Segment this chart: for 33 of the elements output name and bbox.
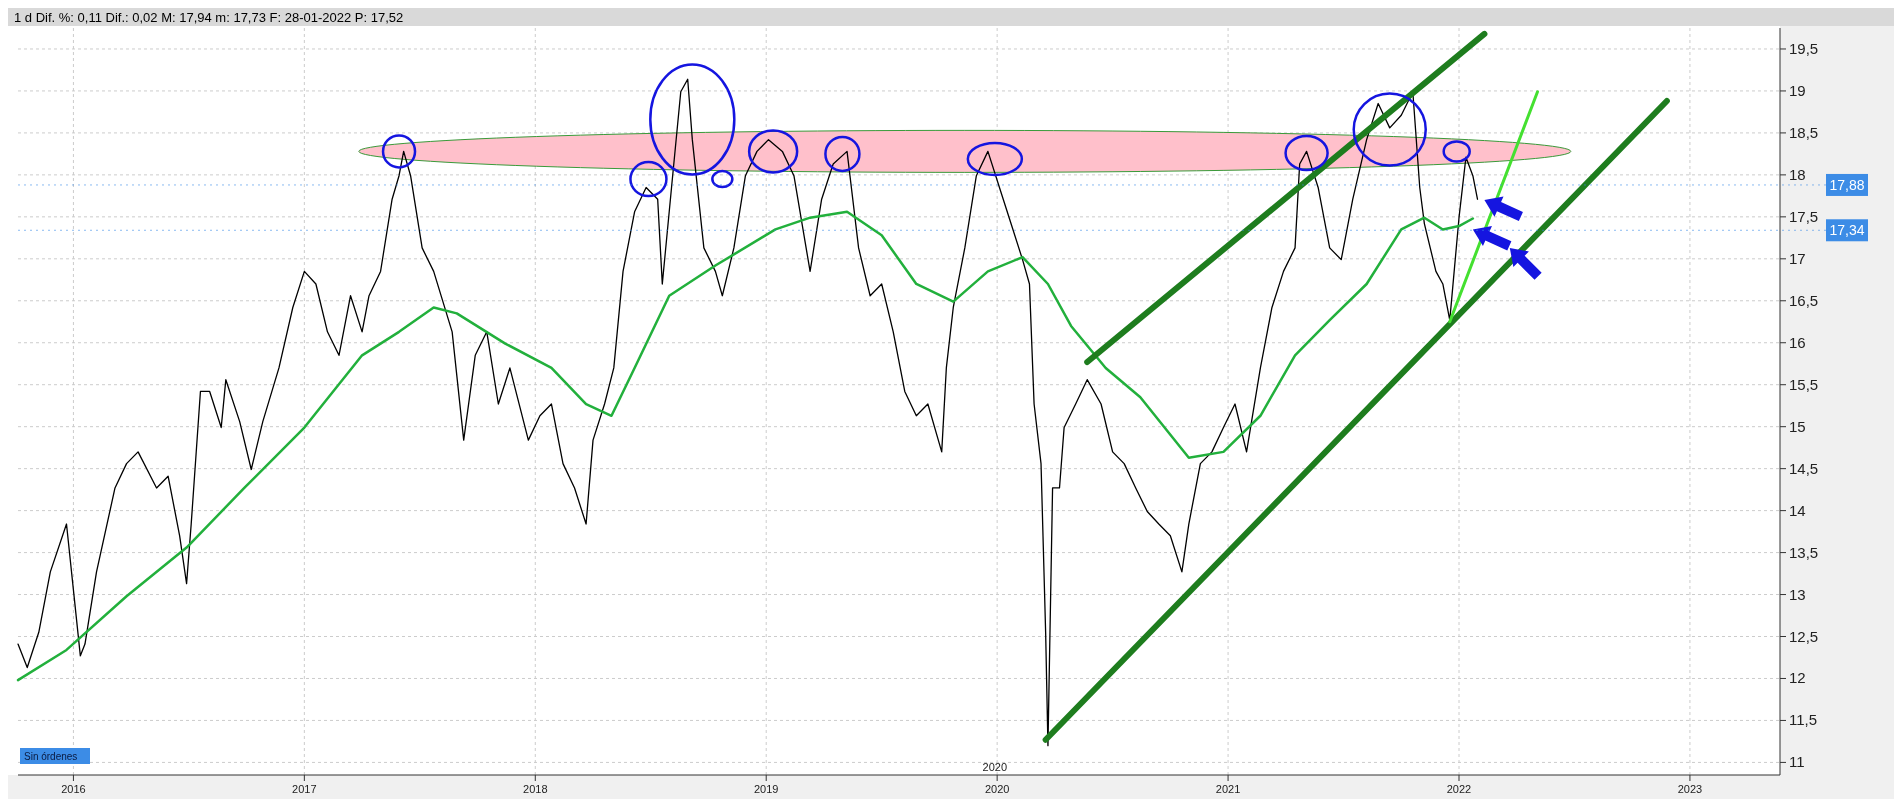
ref-line-label: 17,34 [1829,222,1865,239]
line-series [17,78,1479,747]
x-tick-label: 2020 [984,783,1010,795]
ref-line-label: 17,88 [1829,176,1865,193]
annotation: 2020 [982,761,1008,773]
y-tick-label: 14,5 [1789,459,1819,477]
x-tick-label: 2021 [1215,783,1241,795]
x-tick-label: 2022 [1446,783,1472,795]
y-tick-label: 14 [1789,501,1806,519]
line-series [16,210,1475,682]
y-tick-label: 16,5 [1789,291,1819,309]
y-tick-label: 12 [1789,669,1806,687]
y-tick-label: 18,5 [1789,123,1819,141]
annotation: Sin órdenes [24,751,78,762]
y-tick-label: 12,5 [1789,627,1819,645]
y-tick-label: 16 [1789,333,1806,351]
y-tick-label: 17,5 [1789,207,1819,225]
y-tick-label: 11 [1789,753,1805,771]
y-tick-label: 17 [1789,249,1806,267]
x-tick-label: 2016 [61,783,86,795]
y-tick-label: 15,5 [1789,375,1819,393]
chart-title: 1 d Dif. %: 0,11 Dif.: 0,02 M: 17,94 m: 17,73 F: 28-01-2022 P: 17,52 [14,10,404,25]
y-tick-label: 13,5 [1789,543,1819,561]
y-tick-label: 15 [1789,417,1806,435]
y-tick-label: 13 [1789,585,1806,603]
x-tick-label: 2023 [1677,783,1703,795]
x-tick-label: 2017 [292,783,317,795]
y-tick-label: 19,5 [1789,39,1819,57]
y-tick-label: 11,5 [1789,711,1818,729]
x-tick-label: 2018 [523,783,548,795]
y-tick-label: 19 [1789,81,1806,99]
y-tick-label: 18 [1789,165,1806,183]
x-tick-label: 2019 [753,783,779,795]
